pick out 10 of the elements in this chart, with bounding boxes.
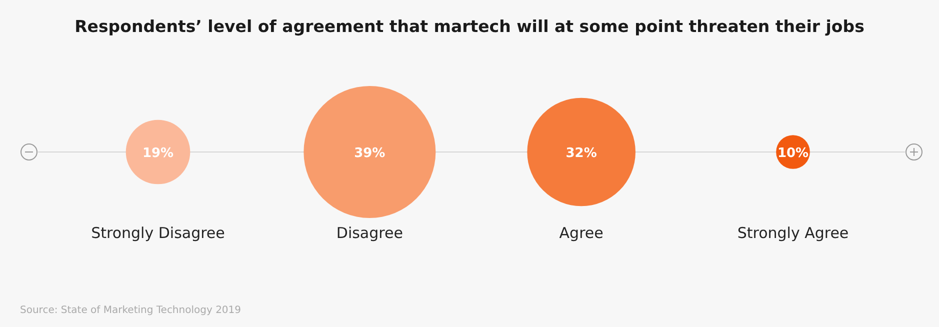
category-label: Strongly Agree xyxy=(737,224,849,242)
data-label: 32% xyxy=(566,146,597,161)
category-label: Disagree xyxy=(336,224,403,242)
source-note: Source: State of Marketing Technology 2019 xyxy=(20,305,242,316)
category-label: Strongly Disagree xyxy=(91,224,225,242)
category-label: Agree xyxy=(559,224,604,242)
data-label: 19% xyxy=(142,146,174,161)
data-label: 39% xyxy=(354,146,386,161)
text: Respondents’ level of agreement that martech will at some point threaten their jobs xyxy=(74,17,865,36)
data-label: 10% xyxy=(777,146,809,161)
